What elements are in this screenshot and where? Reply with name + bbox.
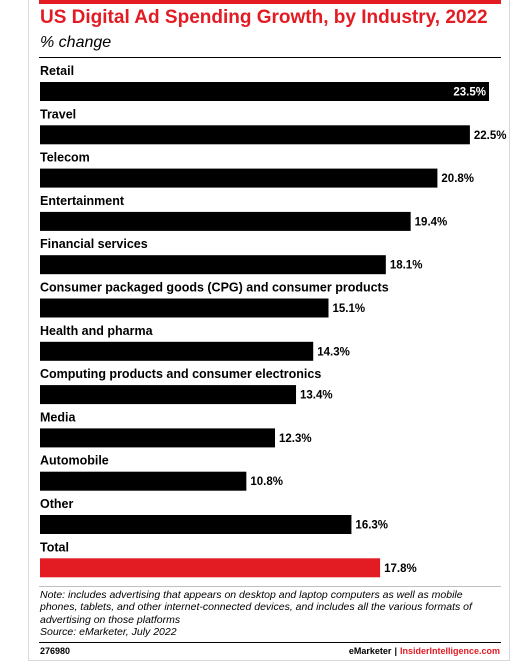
chart-id: 276980 (40, 646, 71, 656)
footnote: Note: includes advertising that appears … (40, 589, 472, 626)
category-label-total: Total (40, 540, 69, 554)
title-divider (39, 57, 501, 58)
bar-automobile (40, 471, 247, 491)
bar-other (40, 515, 352, 534)
value-label-entertainment: 19.4% (415, 216, 448, 228)
value-label-retail: 23.5% (453, 87, 486, 99)
value-label-computing-products-and-consumer-electronics: 13.4% (300, 390, 333, 402)
category-label-retail: Retail (40, 64, 74, 78)
category-label-entertainment: Entertainment (40, 194, 125, 208)
brand-emarketer: eMarketer (348, 646, 392, 656)
source-line: Source: eMarketer, July 2022 (40, 626, 177, 638)
brand-separator: | (394, 646, 397, 656)
category-label-computing-products-and-consumer-electronics: Computing products and consumer electron… (40, 367, 321, 381)
brand-insiderintelligence: InsiderIntelligence.com (399, 646, 500, 656)
top-accent-rule (39, 0, 501, 4)
footer-divider (39, 586, 501, 587)
bar-consumer-packaged-goods-cpg-and-consumer-products (40, 298, 329, 318)
value-label-health-and-pharma: 14.3% (317, 346, 350, 358)
bar-financial-services (40, 255, 386, 275)
value-label-other: 16.3% (355, 520, 388, 532)
category-label-telecom: Telecom (40, 151, 90, 165)
value-label-travel: 22.5% (474, 130, 507, 142)
category-label-consumer-packaged-goods-cpg-and-consumer-products: Consumer packaged goods (CPG) and consum… (40, 281, 389, 295)
value-label-consumer-packaged-goods-cpg-and-consumer-products: 15.1% (333, 303, 366, 315)
value-label-telecom: 20.8% (441, 173, 474, 185)
category-label-financial-services: Financial services (40, 237, 148, 251)
value-label-total: 17.8% (384, 563, 417, 575)
bar-total (40, 558, 381, 578)
category-label-travel: Travel (40, 107, 76, 121)
bar-retail (40, 82, 489, 101)
chart-title: US Digital Ad Spending Growth, by Indust… (40, 7, 488, 28)
chart-frame (28, 0, 510, 661)
brand-line: eMarketer | InsiderIntelligence.com (349, 646, 500, 657)
bar-travel (40, 125, 470, 145)
category-label-media: Media (40, 410, 76, 424)
category-label-automobile: Automobile (40, 454, 109, 468)
value-label-automobile: 10.8% (250, 476, 283, 488)
bar-media (40, 428, 276, 448)
bar-entertainment (40, 211, 411, 231)
bar-telecom (40, 168, 438, 188)
bottom-divider (39, 642, 501, 643)
category-label-health-and-pharma: Health and pharma (40, 324, 154, 338)
value-label-media: 12.3% (279, 433, 312, 445)
bar-computing-products-and-consumer-electronics (40, 385, 297, 405)
bar-health-and-pharma (40, 341, 314, 361)
value-label-financial-services: 18.1% (390, 260, 423, 272)
chart-subtitle: % change (40, 34, 112, 51)
category-label-other: Other (40, 497, 73, 511)
